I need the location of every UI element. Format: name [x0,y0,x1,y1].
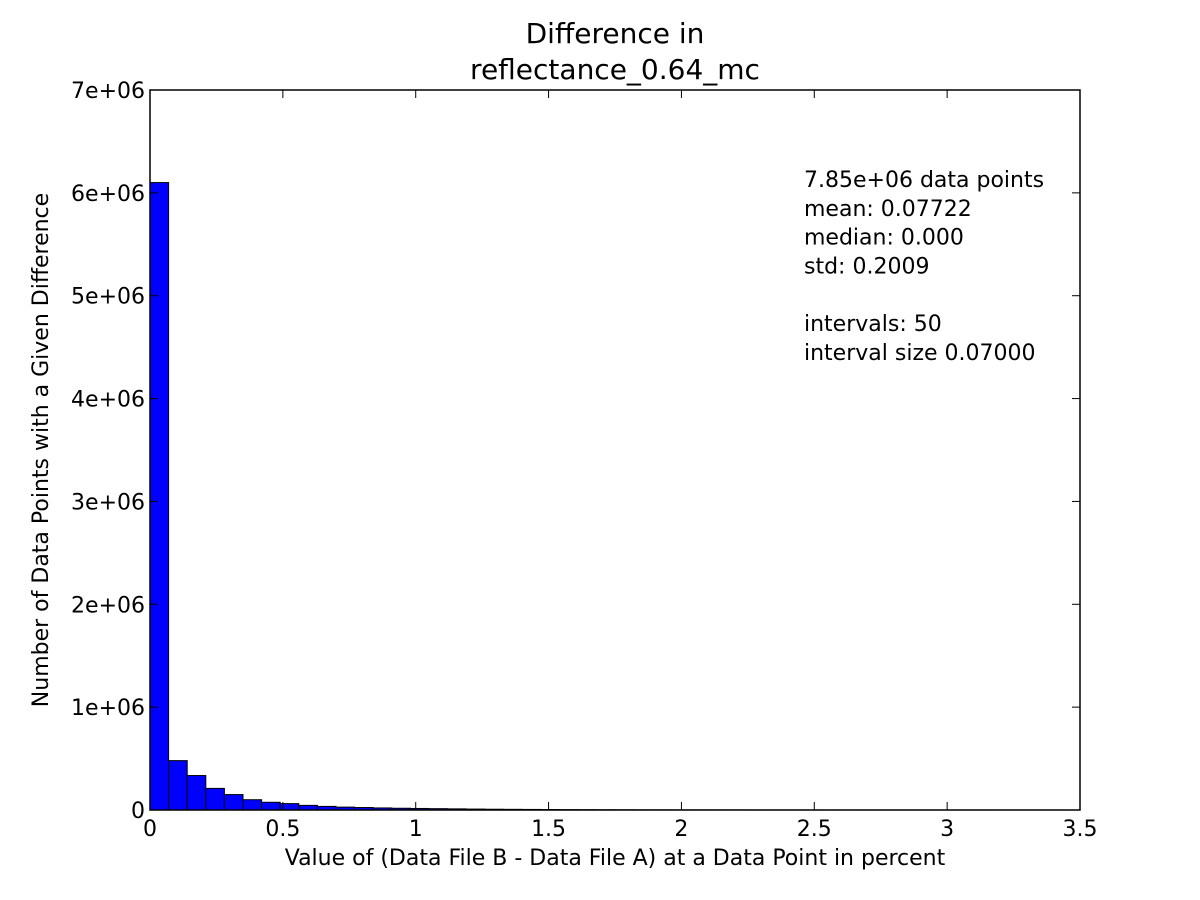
histogram-bar [186,775,207,811]
x-tick-label: 3 [940,817,954,842]
stats-line: std: 0.2009 [804,254,929,279]
x-tick-label: 1.5 [531,817,566,842]
y-tick-label: 3e+06 [71,490,145,515]
histogram-bar [242,799,263,811]
chart-title-line-1: Difference in [526,17,705,50]
x-tick-label: 2 [674,817,688,842]
stats-line: median: 0.000 [804,226,964,251]
chart-title-line-2: reflectance_0.64_mc [470,53,760,86]
ticks-group: 0 0.5 1 1.5 2 2.5 3 3.5 0 1e+06 2e+06 3e+06 4e+06 5e+… [71,79,1097,842]
y-tick-label: 6e+06 [71,182,145,207]
histogram-bar [168,760,188,811]
stats-line: mean: 0.07722 [804,197,972,222]
histogram-bar [261,801,281,811]
x-tick-label: 2.5 [797,817,832,842]
bars-group [149,182,1081,811]
histogram-bar [149,182,170,811]
y-tick-label: 1e+06 [71,696,145,721]
x-axis-label: Value of (Data File B - Data File A) at … [285,846,946,871]
stats-annotation: 7.85e+06 data points mean: 0.07722 median:… [804,168,1044,366]
stats-line: intervals: 50 [804,312,942,337]
histogram-bar [223,794,244,811]
x-tick-label: 1 [409,817,423,842]
stats-line: interval size 0.07000 [804,341,1036,366]
stats-line: 7.85e+06 data points [804,168,1044,193]
y-axis-label: Number of Data Points with a Given Diffe… [29,193,54,707]
x-tick-label: 3.5 [1063,817,1098,842]
y-tick-label: 0 [131,799,145,824]
y-tick-label: 2e+06 [71,593,145,618]
y-tick-label: 5e+06 [71,285,145,310]
plot-area-frame [149,89,1081,811]
histogram-bar [205,787,225,811]
x-tick-label: 0 [143,817,157,842]
y-tick-label: 7e+06 [71,79,145,104]
y-tick-label: 4e+06 [71,388,145,413]
x-tick-label: 0.5 [265,817,300,842]
